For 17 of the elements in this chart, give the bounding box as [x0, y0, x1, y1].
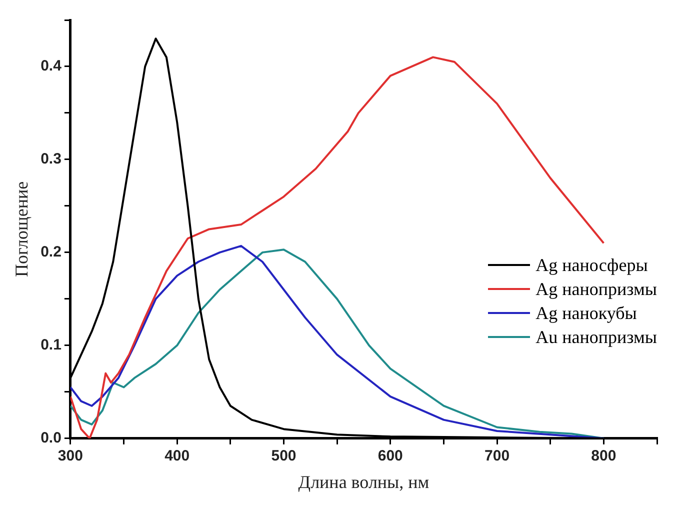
- y-tick-label: 0.4: [40, 58, 62, 75]
- x-tick-label: 400: [164, 448, 190, 465]
- x-axis-title: Длина волны, нм: [298, 472, 430, 492]
- y-axis-title: Поглощение: [12, 181, 32, 277]
- legend-label: Ag наносферы: [536, 254, 648, 277]
- x-tick-label: 500: [271, 448, 296, 465]
- y-tick-label: 0.2: [40, 244, 62, 261]
- legend-label: Ag нанопризмы: [536, 278, 657, 301]
- x-tick-label: 300: [58, 448, 83, 465]
- x-tick-label: 600: [378, 448, 403, 465]
- x-tick-label: 700: [484, 448, 510, 465]
- y-tick-label: 0.3: [40, 150, 62, 168]
- legend-label: Ag нанокубы: [536, 302, 637, 325]
- legend-label: Au нанопризмы: [536, 326, 657, 349]
- y-tick-label: 0.1: [40, 336, 62, 354]
- x-tick-label: 800: [591, 448, 616, 465]
- y-tick-label: 0.0: [40, 430, 62, 447]
